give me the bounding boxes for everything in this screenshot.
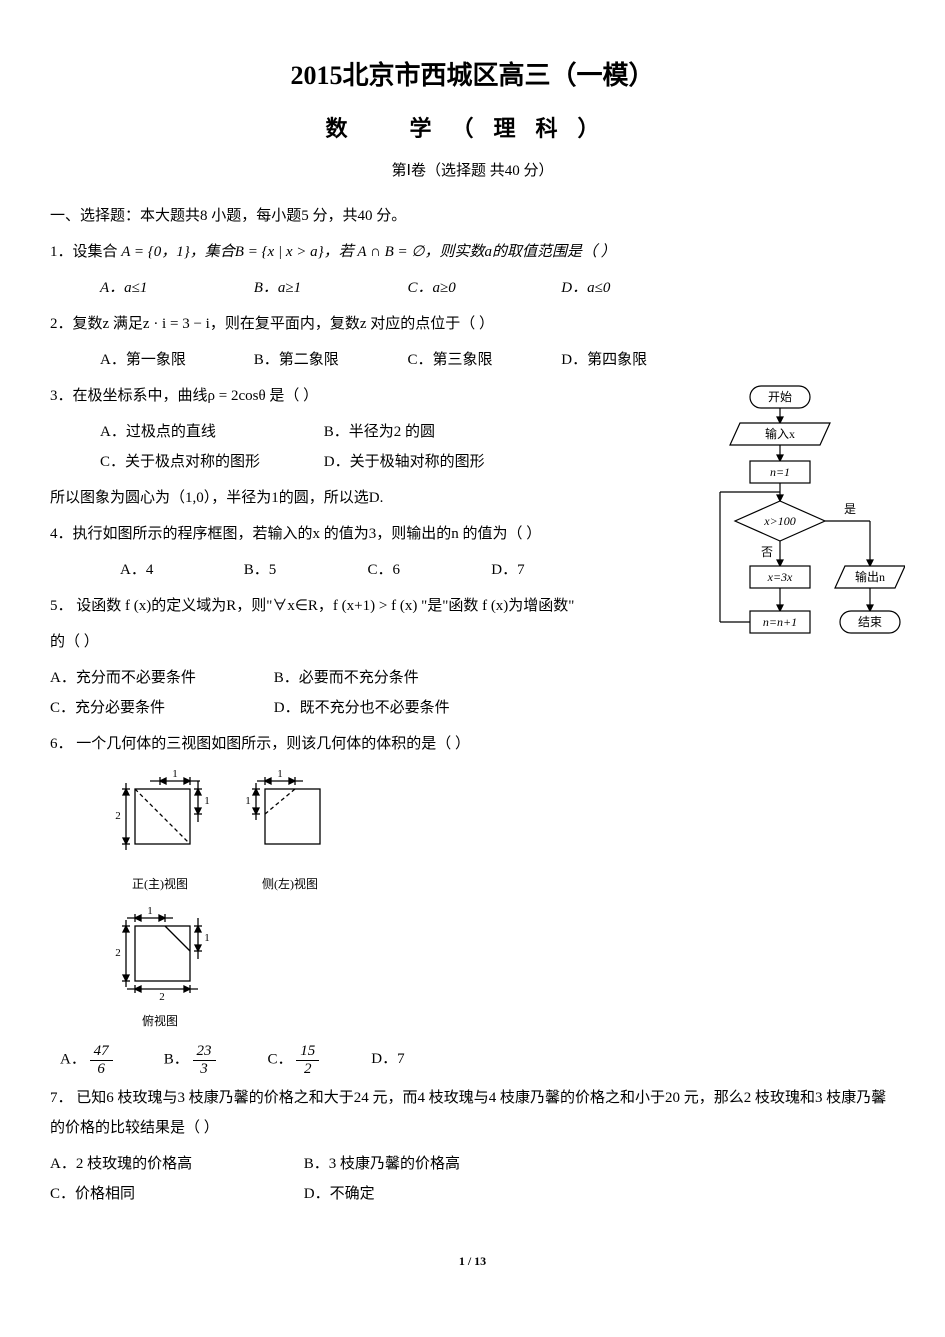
q1-stem-a: 1．设集合 — [50, 244, 121, 260]
q4-opt-a: A．4 — [120, 555, 240, 585]
section-heading: 一、选择题：本大题共8 小题，每小题5 分，共40 分。 — [50, 201, 895, 231]
q6-opt-b-label: B． — [164, 1051, 189, 1067]
three-views: 1 1 2 正(主)视图 — [110, 769, 895, 1033]
side-view-label: 侧(左)视图 — [240, 872, 340, 896]
doc-part: 第Ⅰ卷（选择题 共40 分） — [50, 156, 895, 186]
q6-opt-a-label: A． — [60, 1051, 86, 1067]
svg-text:1: 1 — [204, 795, 210, 807]
front-view-label: 正(主)视图 — [110, 872, 210, 896]
q1-options: A．a≤1 B．a≥1 C．a≥0 D．a≤0 — [50, 273, 895, 303]
svg-text:1: 1 — [204, 932, 210, 944]
doc-title: 2015北京市西城区高三（一模） — [50, 50, 895, 102]
question-1: 1．设集合 A = {0，1}，集合B = {x | x > a}，若 A ∩ … — [50, 237, 895, 267]
node-assign1: x=3x — [767, 570, 793, 584]
q6-opt-a-frac: 476 — [90, 1043, 113, 1077]
q6-opt-d: D．7 — [371, 1044, 471, 1074]
node-cond: x>100 — [763, 514, 795, 528]
node-init: n=1 — [770, 465, 790, 479]
q4-opt-c: C．6 — [368, 555, 488, 585]
doc-subtitle: 数 学（理科） — [50, 107, 895, 151]
q6-opt-c-label: C． — [268, 1051, 293, 1067]
q1-opt-c: C．a≥0 — [408, 273, 558, 303]
branch-no: 否 — [761, 545, 773, 559]
branch-yes: 是 — [844, 502, 856, 516]
q2-opt-c: C．第三象限 — [408, 345, 558, 375]
node-assign2: n=n+1 — [763, 615, 797, 629]
page-footer: 1 / 13 — [50, 1249, 895, 1273]
q2-opt-a: A．第一象限 — [100, 345, 250, 375]
q5-opt-b: B．必要而不充分条件 — [274, 670, 419, 686]
q6-opt-b-frac: 233 — [193, 1043, 216, 1077]
svg-text:1: 1 — [172, 769, 178, 780]
svg-text:1: 1 — [277, 769, 283, 780]
q7-options-row1: A．2 枝玫瑰的价格高 B．3 枝康乃馨的价格高 — [50, 1149, 895, 1179]
node-end: 结束 — [858, 615, 882, 629]
q2-opt-d: D．第四象限 — [561, 345, 711, 375]
question-6: 6． 一个几何体的三视图如图所示，则该几何体的体积的是（ ） — [50, 729, 895, 759]
q2-options: A．第一象限 B．第二象限 C．第三象限 D．第四象限 — [50, 345, 895, 375]
q3-opt-a: A．过极点的直线 — [100, 417, 320, 447]
q5-opt-c: C．充分必要条件 — [50, 693, 270, 723]
q2-opt-b: B．第二象限 — [254, 345, 404, 375]
top-view-label: 俯视图 — [110, 1009, 210, 1033]
q1-opt-b: B．a≥1 — [254, 273, 404, 303]
side-view: 1 1 侧(左)视图 — [240, 769, 340, 896]
question-7: 7． 已知6 枝玫瑰与3 枝康乃馨的价格之和大于24 元，而4 枝玫瑰与4 枝康… — [50, 1083, 895, 1143]
q7-opt-c: C．价格相同 — [50, 1179, 300, 1209]
svg-text:2: 2 — [115, 810, 121, 822]
q3-opt-b: B．半径为2 的圆 — [324, 417, 544, 447]
q6-options: A． 476 B． 233 C． 152 D．7 — [50, 1043, 895, 1077]
q7-options-row2: C．价格相同 D．不确定 — [50, 1179, 895, 1209]
q7-opt-b: B．3 枝康乃馨的价格高 — [304, 1156, 460, 1172]
q5-opt-a: A．充分而不必要条件 — [50, 663, 270, 693]
q3-opt-d: D．关于极轴对称的图形 — [324, 447, 544, 477]
node-input: 输入x — [765, 426, 795, 441]
q4-opt-d: D．7 — [491, 555, 611, 585]
svg-text:2: 2 — [159, 991, 165, 1001]
svg-text:1: 1 — [147, 906, 153, 917]
top-view: 1 1 2 2 俯视图 — [110, 906, 210, 1033]
q6-opt-c-frac: 152 — [296, 1043, 319, 1077]
svg-text:1: 1 — [245, 795, 251, 807]
q4-opt-b: B．5 — [244, 555, 364, 585]
node-output: 输出n — [855, 569, 885, 584]
q5-opt-d: D．既不充分也不必要条件 — [274, 700, 450, 716]
front-view: 1 1 2 正(主)视图 — [110, 769, 210, 896]
q1-opt-d: D．a≤0 — [561, 273, 711, 303]
q7-opt-a: A．2 枝玫瑰的价格高 — [50, 1149, 300, 1179]
q1-opt-a: A．a≤1 — [100, 273, 250, 303]
node-start: 开始 — [768, 390, 792, 404]
svg-text:2: 2 — [115, 947, 121, 959]
question-2: 2．复数z 满足z · i = 3 − i，则在复平面内，复数z 对应的点位于（… — [50, 309, 895, 339]
q7-opt-d: D．不确定 — [304, 1186, 375, 1202]
q3-opt-c: C．关于极点对称的图形 — [100, 447, 320, 477]
flowchart-diagram: 开始 输入x n=1 x>100 否 是 x=3x n=n+1 — [705, 381, 905, 711]
q1-stem-b: A = {0，1}，集合B = {x | x > a}，若 A ∩ B = ∅，… — [121, 244, 615, 260]
